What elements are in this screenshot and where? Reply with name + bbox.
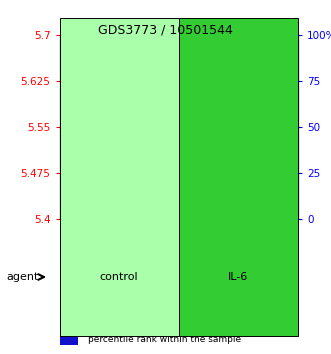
FancyBboxPatch shape <box>218 219 258 260</box>
FancyBboxPatch shape <box>60 219 99 260</box>
Text: GSM526605: GSM526605 <box>234 217 243 263</box>
Text: transformed count: transformed count <box>88 315 172 324</box>
FancyBboxPatch shape <box>99 219 139 260</box>
Bar <box>108 186 130 219</box>
Text: IL-6: IL-6 <box>228 272 249 282</box>
Text: GSM526602: GSM526602 <box>154 217 164 263</box>
Text: GSM526562: GSM526562 <box>115 217 124 263</box>
Text: GSM526678: GSM526678 <box>273 217 283 263</box>
Text: agent: agent <box>7 272 39 282</box>
Bar <box>227 175 249 219</box>
Text: GSM526603: GSM526603 <box>194 217 203 263</box>
FancyBboxPatch shape <box>258 219 298 260</box>
Bar <box>267 216 289 219</box>
FancyBboxPatch shape <box>139 219 179 260</box>
Text: GDS3773 / 10501544: GDS3773 / 10501544 <box>98 23 233 36</box>
Text: control: control <box>100 272 138 282</box>
Text: percentile rank within the sample: percentile rank within the sample <box>88 335 241 344</box>
Bar <box>69 87 90 219</box>
Text: GSM526561: GSM526561 <box>75 217 84 263</box>
Bar <box>148 129 170 219</box>
FancyBboxPatch shape <box>179 219 218 260</box>
Bar <box>188 125 210 219</box>
Bar <box>60 333 78 346</box>
Bar <box>60 314 78 326</box>
